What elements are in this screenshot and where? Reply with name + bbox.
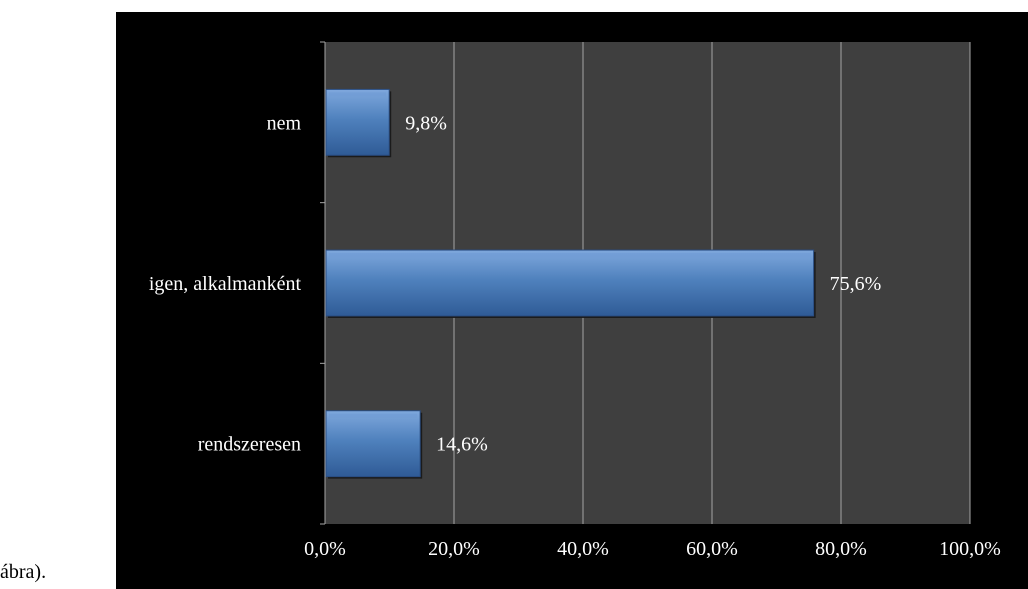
x-tick-label: 20,0% [428,538,480,560]
data-label: 9,8% [405,112,447,134]
bar [325,410,421,478]
figure-caption: ábra). [0,561,47,583]
category-label: rendszeresen [198,434,301,456]
x-tick-label: 100,0% [939,538,1001,560]
bar-chart: rendszeresen igen, alkalmanként nem 0,0% 20… [149,41,1001,560]
bar [325,88,390,156]
data-label: 75,6% [830,273,882,295]
bar-highlight [329,92,387,97]
x-tick-label: 80,0% [815,538,867,560]
chart-frame: rendszeresen igen, alkalmanként nem 0,0% 20… [116,12,1028,589]
bar-highlight [329,413,418,418]
y-axis [320,41,326,525]
data-label: 14,6% [436,434,488,456]
bar-highlight [329,253,811,258]
x-tick-label: 0,0% [304,538,346,560]
bar [325,249,815,317]
category-label: igen, alkalmanként [149,273,302,295]
bar-series [325,88,816,479]
category-label: nem [267,112,302,134]
x-tick-label: 60,0% [686,538,738,560]
x-tick-label: 40,0% [557,538,609,560]
x-tick-labels: 0,0% 20,0% 40,0% 60,0% 80,0% 100,0% [304,538,1001,560]
data-labels: 14,6% 75,6% 9,8% [405,112,881,455]
category-labels: rendszeresen igen, alkalmanként nem [149,112,302,455]
